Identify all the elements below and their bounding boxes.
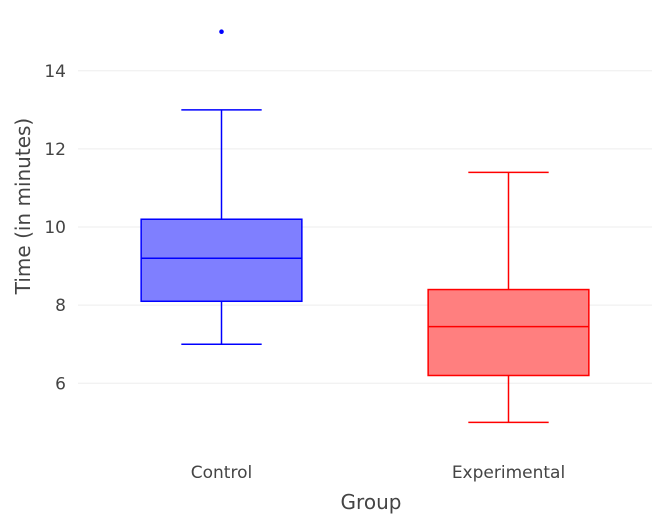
box-series xyxy=(140,29,590,424)
y-tick-label: 6 xyxy=(55,374,66,394)
iqr-box xyxy=(140,218,303,303)
x-tick-label: Control xyxy=(191,463,252,483)
y-tick-label: 12 xyxy=(44,140,66,160)
x-axis-title: Group xyxy=(341,490,402,514)
y-tick-labels: 6 8 10 12 14 xyxy=(44,62,66,395)
y-tick-label: 10 xyxy=(44,218,66,238)
x-tick-label: Experimental xyxy=(452,463,565,483)
iqr-box xyxy=(427,288,590,377)
x-tick-labels: Control Experimental xyxy=(191,463,565,483)
y-tick-label: 14 xyxy=(44,62,66,82)
y-tick-label: 8 xyxy=(55,296,66,316)
outlier-point xyxy=(219,29,224,35)
y-axis-title: Time (in minutes) xyxy=(11,118,35,295)
box-experimental xyxy=(427,171,590,424)
box-control xyxy=(140,29,303,345)
